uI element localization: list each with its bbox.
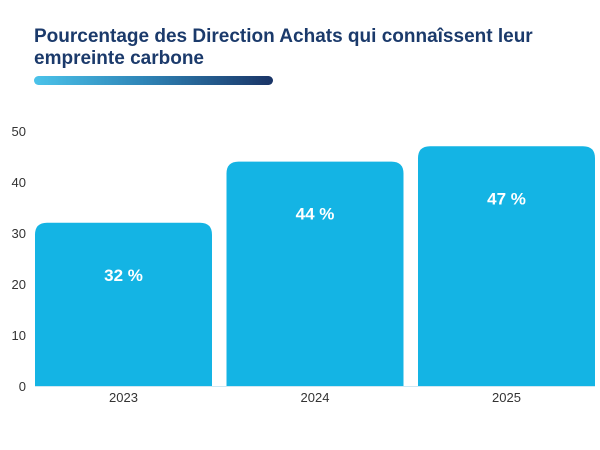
bar bbox=[418, 146, 595, 386]
y-tick-label: 40 bbox=[12, 175, 26, 190]
chart-title: Pourcentage des Direction Achats qui con… bbox=[34, 26, 533, 69]
y-tick-label: 50 bbox=[12, 124, 26, 139]
x-tick-label: 2025 bbox=[492, 390, 521, 405]
x-tick-label: 2023 bbox=[109, 390, 138, 405]
y-tick-label: 20 bbox=[12, 277, 26, 292]
bar bbox=[35, 222, 212, 386]
data-label: 32 % bbox=[104, 266, 143, 285]
y-tick-label: 0 bbox=[19, 379, 26, 394]
data-label: 47 % bbox=[487, 189, 526, 208]
y-tick-label: 10 bbox=[12, 328, 26, 343]
data-label: 44 % bbox=[296, 205, 335, 224]
bar bbox=[226, 161, 404, 386]
x-tick-label: 2024 bbox=[301, 390, 330, 405]
title-underline-gradient bbox=[34, 76, 273, 85]
y-tick-label: 30 bbox=[12, 226, 26, 241]
